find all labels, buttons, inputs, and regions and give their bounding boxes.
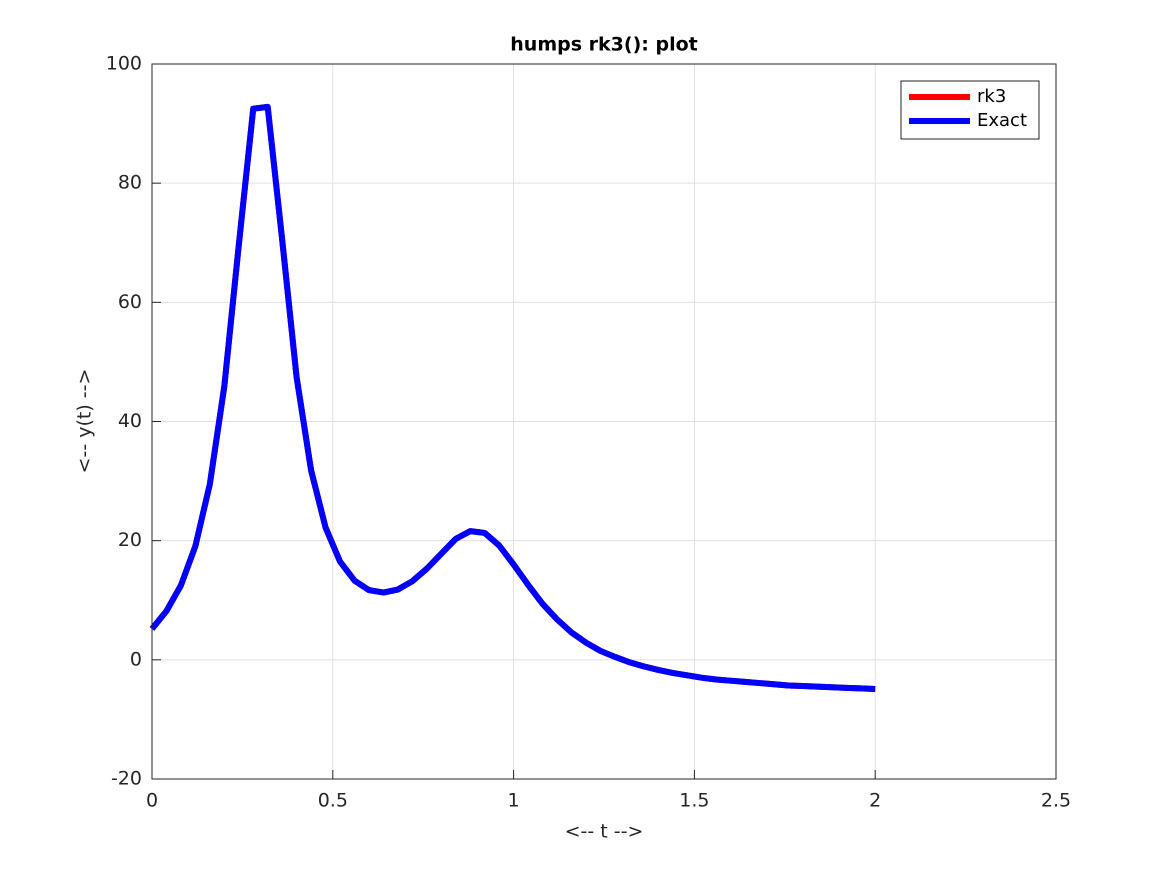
legend-label: Exact: [977, 110, 1027, 131]
x-tick-label: 2.5: [1041, 790, 1071, 812]
y-tick-label: 80: [118, 172, 142, 194]
y-tick-label: 60: [118, 291, 142, 313]
y-tick-label: 0: [130, 648, 142, 670]
series-line: [149, 103, 876, 693]
axes-box: [151, 63, 1057, 780]
y-tick-label: 20: [118, 529, 142, 551]
x-tick-label: 0.5: [318, 790, 348, 812]
chart-title: humps rk3(): plot: [510, 34, 697, 56]
grid: [151, 63, 1057, 780]
legend-box: [900, 80, 1040, 140]
y-tick-label: 40: [118, 410, 142, 432]
y-axis-label: <-- y(t) -->: [74, 369, 96, 474]
legend-label: rk3: [977, 86, 1006, 107]
x-tick-label: 1: [508, 790, 520, 812]
x-tick-label: 1.5: [679, 790, 709, 812]
x-axis-label: <-- t -->: [565, 821, 644, 843]
plot-area: [149, 103, 876, 693]
x-tick-label: 0: [146, 790, 158, 812]
legend: rk3 Exact: [900, 80, 1040, 140]
x-tick-label: 2: [869, 790, 881, 812]
y-tick-label: -20: [111, 768, 142, 790]
y-tick-label: 100: [106, 53, 142, 75]
